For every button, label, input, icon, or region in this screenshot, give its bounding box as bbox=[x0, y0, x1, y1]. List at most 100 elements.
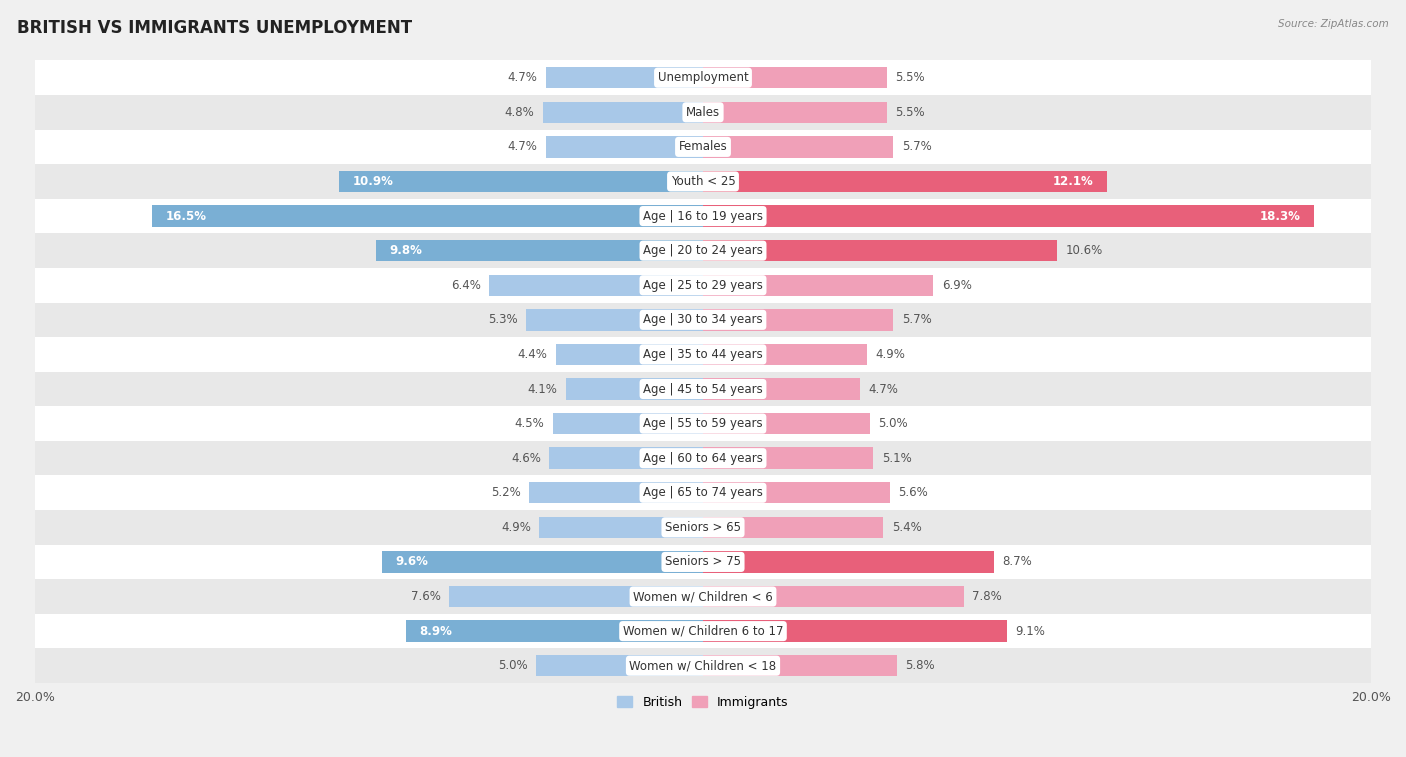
Text: Females: Females bbox=[679, 140, 727, 154]
Bar bbox=[703, 621, 1007, 642]
Bar bbox=[35, 164, 1371, 199]
Text: 9.8%: 9.8% bbox=[389, 245, 422, 257]
Bar bbox=[703, 240, 1057, 261]
Text: Age | 30 to 34 years: Age | 30 to 34 years bbox=[643, 313, 763, 326]
Bar bbox=[567, 378, 703, 400]
Text: 4.4%: 4.4% bbox=[517, 348, 548, 361]
Bar bbox=[526, 309, 703, 331]
Bar bbox=[382, 551, 703, 572]
Bar bbox=[406, 621, 703, 642]
Text: 10.9%: 10.9% bbox=[353, 175, 394, 188]
Text: Women w/ Children < 6: Women w/ Children < 6 bbox=[633, 590, 773, 603]
Text: 5.7%: 5.7% bbox=[901, 313, 932, 326]
Bar bbox=[152, 205, 703, 227]
Text: 4.7%: 4.7% bbox=[869, 382, 898, 395]
Text: Youth < 25: Youth < 25 bbox=[671, 175, 735, 188]
Bar bbox=[35, 579, 1371, 614]
Text: 6.4%: 6.4% bbox=[451, 279, 481, 291]
Text: 4.8%: 4.8% bbox=[505, 106, 534, 119]
Text: Age | 16 to 19 years: Age | 16 to 19 years bbox=[643, 210, 763, 223]
Bar bbox=[35, 441, 1371, 475]
Bar bbox=[35, 614, 1371, 649]
Bar bbox=[546, 136, 703, 157]
Bar bbox=[550, 447, 703, 469]
Bar bbox=[703, 482, 890, 503]
Text: 4.5%: 4.5% bbox=[515, 417, 544, 430]
Bar bbox=[35, 510, 1371, 544]
Text: Age | 60 to 64 years: Age | 60 to 64 years bbox=[643, 452, 763, 465]
Bar bbox=[703, 516, 883, 538]
Text: 12.1%: 12.1% bbox=[1053, 175, 1094, 188]
Text: 4.9%: 4.9% bbox=[501, 521, 531, 534]
Text: 5.8%: 5.8% bbox=[905, 659, 935, 672]
Bar bbox=[35, 475, 1371, 510]
Bar bbox=[703, 344, 866, 365]
Bar bbox=[555, 344, 703, 365]
Text: Age | 20 to 24 years: Age | 20 to 24 years bbox=[643, 245, 763, 257]
Bar bbox=[489, 275, 703, 296]
Bar bbox=[35, 95, 1371, 129]
Text: 5.0%: 5.0% bbox=[498, 659, 527, 672]
Text: 9.1%: 9.1% bbox=[1015, 625, 1045, 637]
Text: 5.5%: 5.5% bbox=[896, 106, 925, 119]
Text: 5.2%: 5.2% bbox=[491, 486, 522, 500]
Bar bbox=[540, 516, 703, 538]
Text: Age | 35 to 44 years: Age | 35 to 44 years bbox=[643, 348, 763, 361]
Legend: British, Immigrants: British, Immigrants bbox=[612, 691, 794, 714]
Bar bbox=[375, 240, 703, 261]
Bar bbox=[703, 101, 887, 123]
Bar bbox=[543, 101, 703, 123]
Text: Seniors > 75: Seniors > 75 bbox=[665, 556, 741, 569]
Text: Age | 65 to 74 years: Age | 65 to 74 years bbox=[643, 486, 763, 500]
Bar bbox=[703, 551, 994, 572]
Text: 7.6%: 7.6% bbox=[411, 590, 441, 603]
Text: 5.5%: 5.5% bbox=[896, 71, 925, 84]
Bar bbox=[703, 136, 893, 157]
Bar bbox=[35, 337, 1371, 372]
Bar bbox=[536, 655, 703, 677]
Text: Age | 55 to 59 years: Age | 55 to 59 years bbox=[643, 417, 763, 430]
Text: Source: ZipAtlas.com: Source: ZipAtlas.com bbox=[1278, 19, 1389, 29]
Bar bbox=[703, 655, 897, 677]
Text: Unemployment: Unemployment bbox=[658, 71, 748, 84]
Bar bbox=[703, 413, 870, 435]
Text: Women w/ Children 6 to 17: Women w/ Children 6 to 17 bbox=[623, 625, 783, 637]
Bar bbox=[546, 67, 703, 89]
Bar bbox=[339, 171, 703, 192]
Text: 6.9%: 6.9% bbox=[942, 279, 972, 291]
Text: 10.6%: 10.6% bbox=[1066, 245, 1102, 257]
Text: 7.8%: 7.8% bbox=[972, 590, 1001, 603]
Text: 4.6%: 4.6% bbox=[512, 452, 541, 465]
Bar bbox=[35, 407, 1371, 441]
Bar bbox=[703, 205, 1315, 227]
Text: 8.7%: 8.7% bbox=[1002, 556, 1032, 569]
Text: 18.3%: 18.3% bbox=[1260, 210, 1301, 223]
Bar bbox=[529, 482, 703, 503]
Bar bbox=[35, 199, 1371, 233]
Text: 4.7%: 4.7% bbox=[508, 71, 537, 84]
Text: 9.6%: 9.6% bbox=[395, 556, 429, 569]
Bar bbox=[35, 268, 1371, 303]
Bar bbox=[35, 544, 1371, 579]
Bar bbox=[553, 413, 703, 435]
Bar bbox=[703, 309, 893, 331]
Bar bbox=[35, 649, 1371, 683]
Text: 8.9%: 8.9% bbox=[419, 625, 451, 637]
Text: 5.3%: 5.3% bbox=[488, 313, 517, 326]
Text: Women w/ Children < 18: Women w/ Children < 18 bbox=[630, 659, 776, 672]
Text: 4.9%: 4.9% bbox=[875, 348, 905, 361]
Text: 5.4%: 5.4% bbox=[891, 521, 921, 534]
Bar bbox=[703, 447, 873, 469]
Bar bbox=[703, 378, 860, 400]
Text: Males: Males bbox=[686, 106, 720, 119]
Bar bbox=[35, 129, 1371, 164]
Bar bbox=[703, 586, 963, 607]
Text: Age | 25 to 29 years: Age | 25 to 29 years bbox=[643, 279, 763, 291]
Text: Seniors > 65: Seniors > 65 bbox=[665, 521, 741, 534]
Bar bbox=[703, 171, 1107, 192]
Bar bbox=[449, 586, 703, 607]
Bar bbox=[35, 303, 1371, 337]
Text: 5.1%: 5.1% bbox=[882, 452, 911, 465]
Text: 4.7%: 4.7% bbox=[508, 140, 537, 154]
Bar bbox=[703, 275, 934, 296]
